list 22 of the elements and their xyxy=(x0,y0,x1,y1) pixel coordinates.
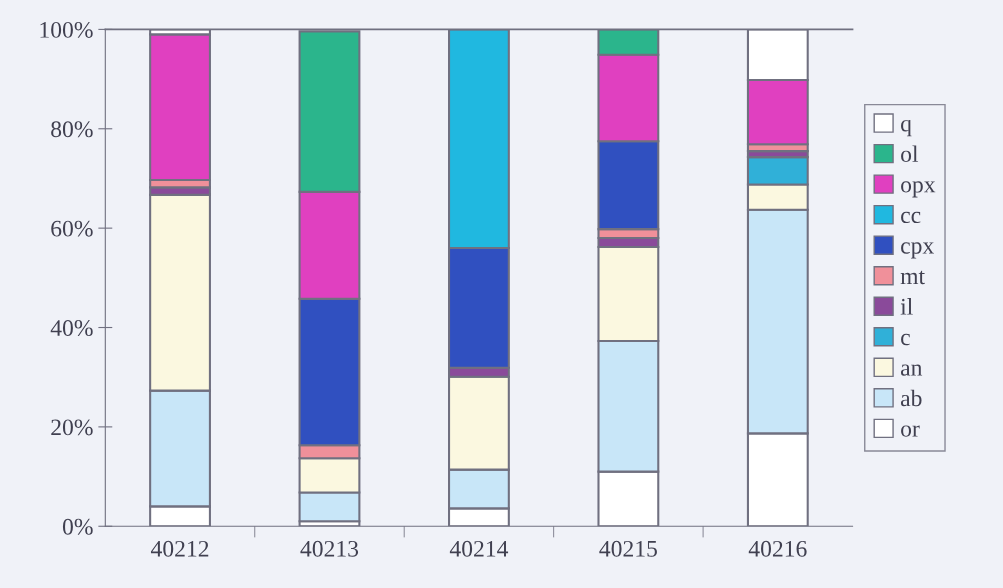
legend-label: il xyxy=(900,298,913,315)
legend-label: ab xyxy=(900,389,922,407)
legend-label: cc xyxy=(901,211,921,224)
x-tick-label: 40215 xyxy=(599,540,657,557)
legend-label: c xyxy=(901,333,910,346)
x-tick-label: 40212 xyxy=(150,540,209,557)
x-tick-label: 40214 xyxy=(449,540,509,557)
x-tick-label: 40216 xyxy=(748,540,807,557)
y-tick-label: 40% xyxy=(50,320,93,337)
y-tick-label: 20% xyxy=(51,419,93,436)
legend-label: an xyxy=(900,364,923,376)
legend-label: cpx xyxy=(901,242,934,259)
legend-label: ol xyxy=(901,145,919,163)
y-tick-label: 60% xyxy=(51,220,93,237)
y-tick-label: 0% xyxy=(62,518,93,535)
legend-label: mt xyxy=(900,270,925,285)
x-tick-label: 40213 xyxy=(300,540,359,557)
y-tick-label: 100% xyxy=(40,21,93,38)
legend-label: opx xyxy=(901,181,936,198)
y-tick-label: 80% xyxy=(51,121,93,138)
legend-label: or xyxy=(901,425,920,437)
legend-label: q xyxy=(901,119,912,137)
